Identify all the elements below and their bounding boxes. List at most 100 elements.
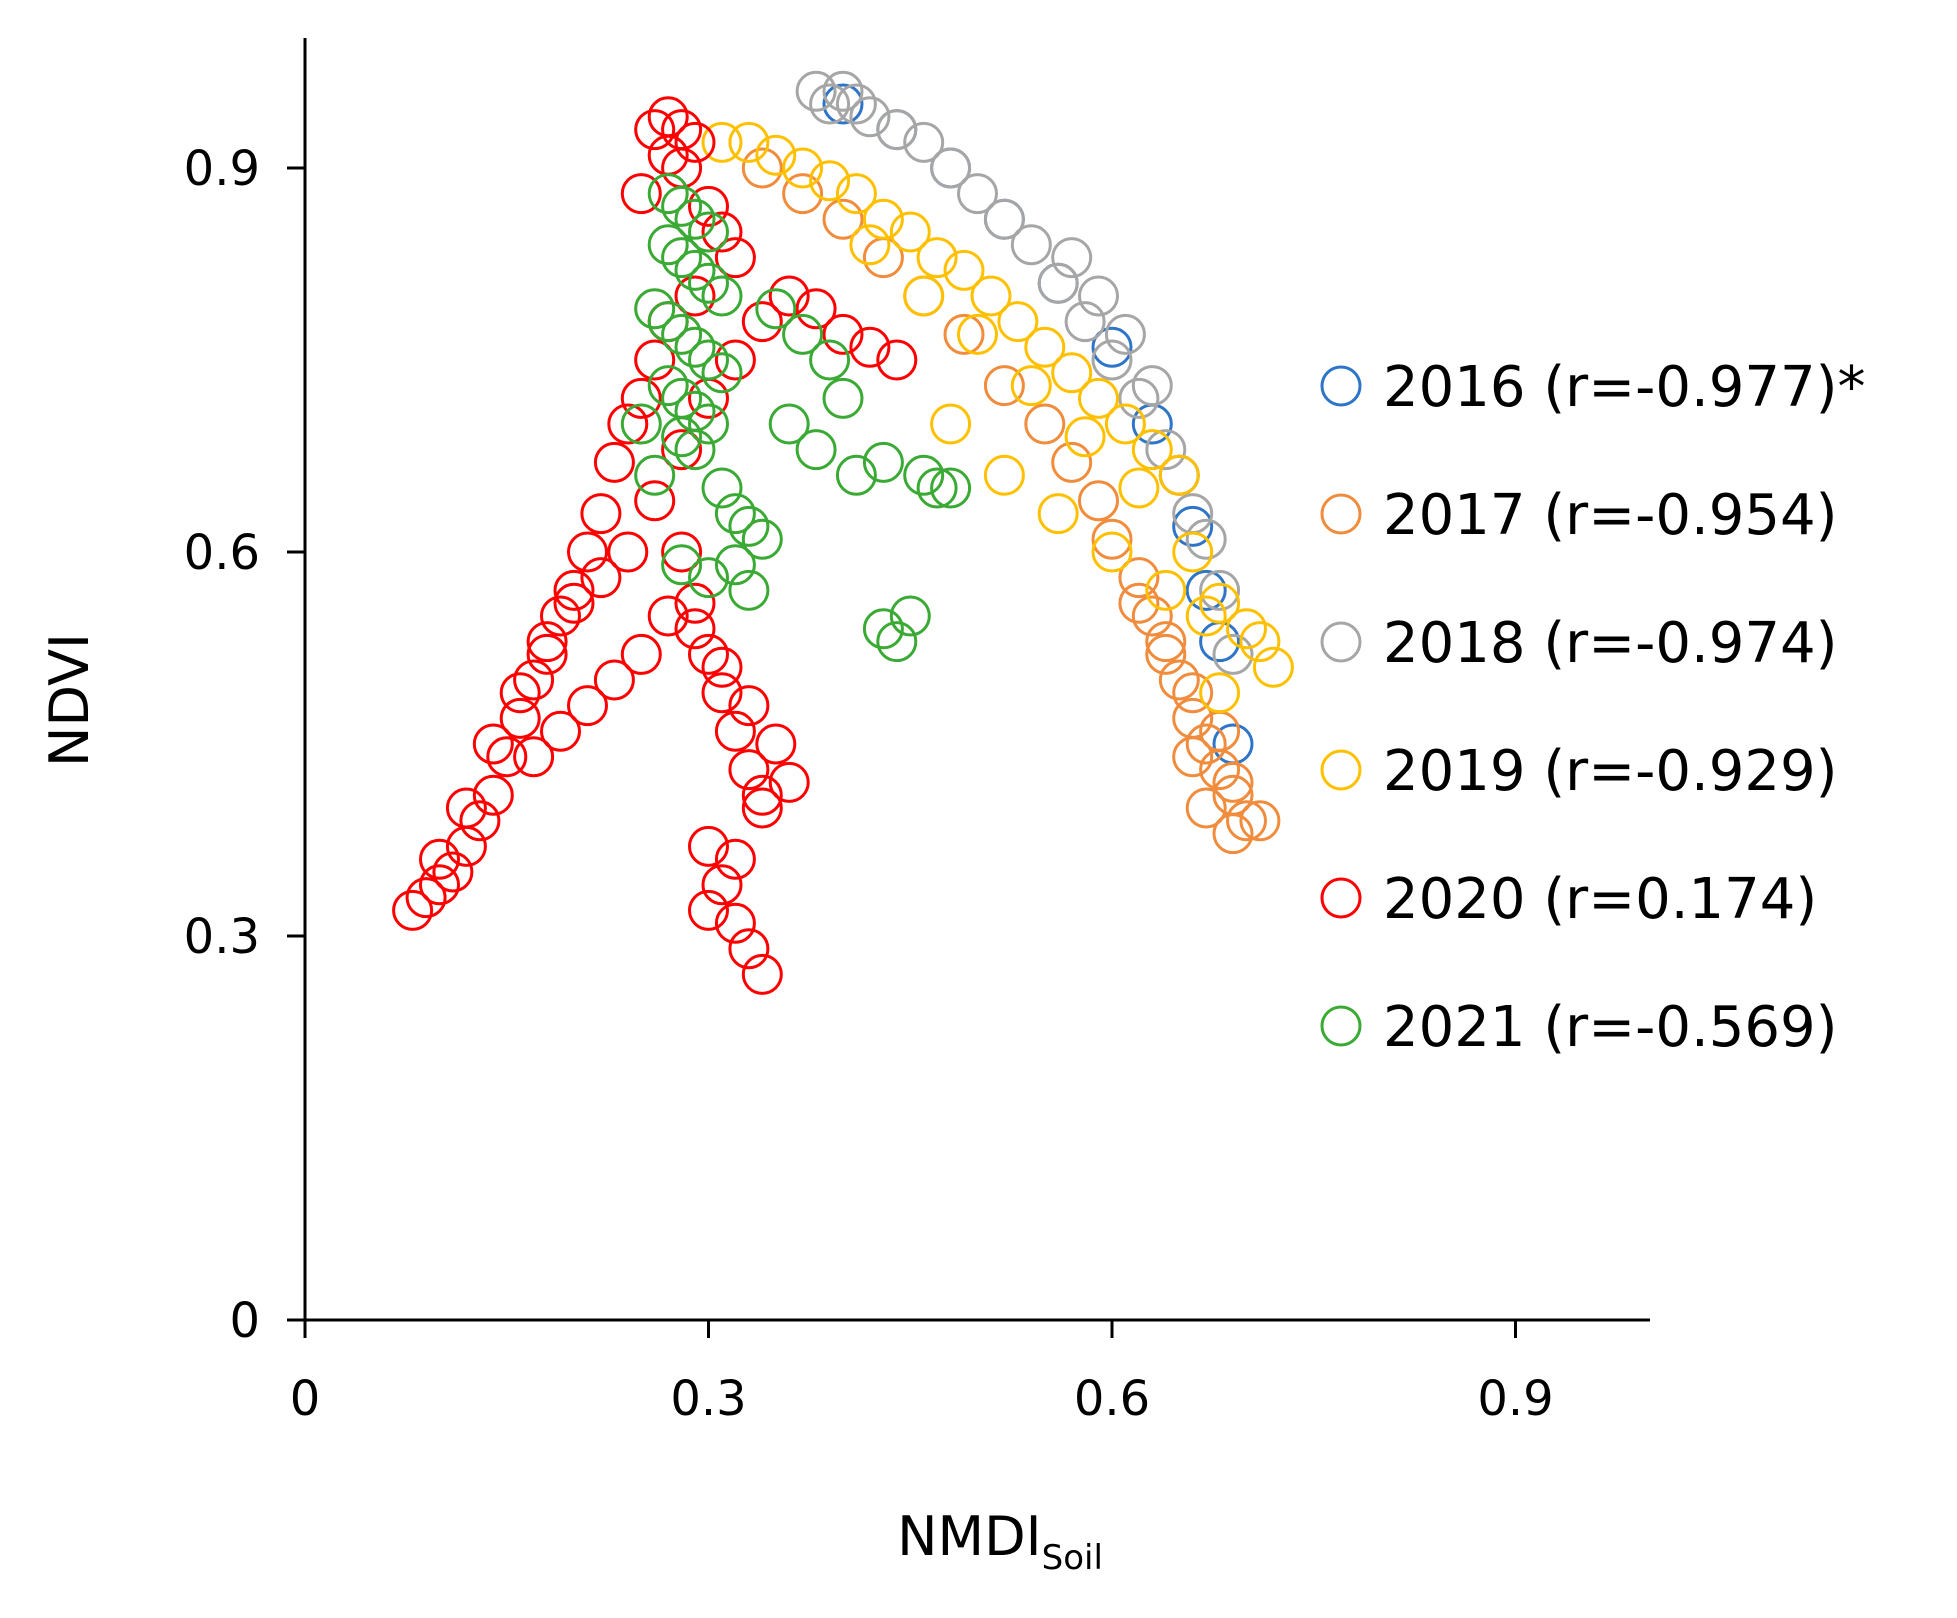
data-point xyxy=(1145,569,1187,611)
data-point xyxy=(876,621,918,663)
data-point xyxy=(728,505,770,547)
data-point xyxy=(1172,505,1214,547)
y-tick-label: 0.6 xyxy=(184,525,260,581)
data-point xyxy=(1118,557,1160,599)
data-point xyxy=(930,147,972,189)
data-point xyxy=(688,633,729,675)
data-point xyxy=(634,480,676,522)
data-point xyxy=(714,544,756,586)
data-point xyxy=(701,864,743,906)
data-point xyxy=(1037,493,1079,535)
data-point xyxy=(661,185,703,227)
data-point xyxy=(674,249,716,291)
data-point xyxy=(1064,301,1106,343)
legend-label: 2020 (r=0.174) xyxy=(1383,867,1817,932)
data-point xyxy=(634,288,676,330)
series-3 xyxy=(701,121,1294,714)
data-point xyxy=(580,493,622,535)
legend-label: 2016 (r=-0.977)* xyxy=(1383,355,1865,420)
data-point xyxy=(768,403,810,445)
legend-marker xyxy=(1320,365,1362,407)
series-1 xyxy=(741,147,1281,855)
data-point xyxy=(768,275,810,317)
data-point xyxy=(809,339,851,381)
data-point xyxy=(1010,224,1052,266)
x-axis-title: NMDISoil xyxy=(897,1505,1103,1578)
data-point xyxy=(1091,531,1133,573)
data-point xyxy=(835,173,877,215)
legend-marker xyxy=(1320,877,1362,919)
data-point xyxy=(1172,672,1214,714)
data-point xyxy=(1185,723,1227,765)
data-point xyxy=(741,301,783,343)
data-point xyxy=(1051,441,1093,483)
data-point xyxy=(620,633,662,675)
data-point xyxy=(701,467,743,509)
data-point xyxy=(862,441,904,483)
data-point xyxy=(728,928,770,970)
data-point xyxy=(459,800,501,842)
data-point xyxy=(1091,326,1133,368)
data-point xyxy=(1199,582,1241,624)
data-point xyxy=(822,70,864,112)
data-point xyxy=(1051,237,1093,279)
data-point xyxy=(1091,518,1133,560)
data-point xyxy=(714,838,756,880)
data-point xyxy=(1131,365,1173,407)
data-point xyxy=(688,339,729,381)
data-point xyxy=(1104,403,1146,445)
data-point xyxy=(647,365,689,407)
data-point xyxy=(1199,672,1241,714)
data-point xyxy=(741,787,783,829)
data-point xyxy=(741,147,783,189)
data-point xyxy=(1118,582,1160,624)
legend-marker xyxy=(1320,1005,1362,1047)
data-point xyxy=(701,275,743,317)
data-point xyxy=(835,83,877,125)
data-point xyxy=(688,889,729,931)
data-point xyxy=(499,697,541,739)
data-point xyxy=(688,403,729,445)
data-point xyxy=(486,736,528,778)
data-point xyxy=(849,96,891,138)
data-point xyxy=(1212,761,1254,803)
data-point xyxy=(822,313,864,355)
data-point xyxy=(701,646,743,688)
legend-label: 2018 (r=-0.974) xyxy=(1383,611,1837,676)
data-point xyxy=(513,659,555,701)
data-point xyxy=(674,582,716,624)
data-point xyxy=(674,326,716,368)
data-point xyxy=(674,608,716,650)
data-point xyxy=(688,262,729,304)
data-point xyxy=(1064,416,1106,458)
data-point xyxy=(1199,569,1241,611)
data-point xyxy=(1145,429,1187,471)
y-tick-label: 0.9 xyxy=(184,141,260,197)
data-point xyxy=(661,544,703,586)
data-point xyxy=(513,736,555,778)
data-point xyxy=(392,889,434,931)
data-point xyxy=(1010,365,1052,407)
data-point xyxy=(647,173,689,215)
data-point xyxy=(957,313,998,355)
data-point xyxy=(795,429,837,471)
data-point xyxy=(889,211,931,253)
data-point xyxy=(553,582,595,624)
data-point xyxy=(1226,608,1267,650)
data-point xyxy=(1118,377,1160,419)
legend: 2016 (r=-0.977)* 2017 (r=-0.954) 2018 (r=-… xyxy=(1320,355,1865,1060)
data-point xyxy=(714,902,756,944)
data-point xyxy=(1185,569,1227,611)
series-5 xyxy=(620,173,972,663)
data-point xyxy=(701,211,743,253)
data-point xyxy=(674,121,716,163)
data-point xyxy=(983,198,1025,240)
data-point xyxy=(916,237,958,279)
data-point xyxy=(661,531,703,573)
data-point xyxy=(714,339,756,381)
data-point xyxy=(1185,518,1227,560)
data-point xyxy=(970,275,1012,317)
data-point xyxy=(647,301,689,343)
data-point xyxy=(553,569,595,611)
data-point xyxy=(661,416,703,458)
